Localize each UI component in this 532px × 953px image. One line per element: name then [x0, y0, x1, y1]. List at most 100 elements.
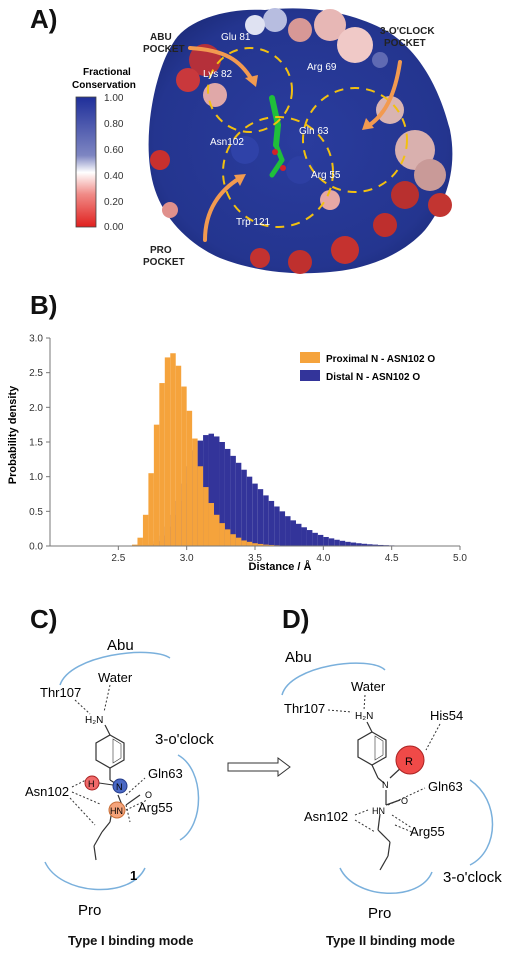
x-tick-label: 4.0 — [316, 553, 330, 564]
d-hn-atom: HN — [372, 806, 385, 816]
histogram-bar — [175, 365, 182, 546]
histogram-bar — [153, 424, 160, 546]
x-axis-label: Distance / Å — [249, 560, 312, 573]
histogram-bar — [246, 541, 253, 546]
histogram-bar — [186, 410, 193, 546]
histogram-bar — [241, 540, 247, 546]
histogram-bar — [350, 542, 357, 546]
residue-trp121: Trp 121 — [236, 217, 271, 228]
histogram-bar — [230, 455, 236, 546]
histogram-bar — [132, 544, 138, 546]
x-tick-label: 4.5 — [385, 553, 399, 564]
colorbar-tick: 0.40 — [104, 171, 124, 182]
pro-arc-c — [44, 861, 146, 891]
histogram-bar — [323, 536, 329, 546]
histogram-bar — [170, 353, 176, 546]
histogram-bar — [263, 544, 269, 546]
histogram-bar — [328, 538, 335, 546]
histogram-bar — [192, 438, 198, 546]
histogram-bar — [219, 442, 225, 546]
histogram-bar — [252, 543, 258, 546]
histogram-bar — [230, 534, 236, 546]
d-arg55: Arg55 — [410, 824, 445, 839]
colorbar-title-1: Fractional — [83, 67, 131, 78]
histogram-bar — [208, 433, 214, 546]
d-skeleton — [357, 721, 405, 871]
residue-arg55: Arg 55 — [311, 170, 341, 181]
histogram-bar — [372, 544, 378, 546]
histogram-bar — [181, 386, 187, 546]
y-tick-label: 3.0 — [29, 334, 43, 345]
histogram-bar — [356, 543, 362, 546]
d-gln63: Gln63 — [428, 779, 463, 794]
histogram-bar — [268, 544, 275, 546]
panel-a-figure: Fractional Conservation 1.00 0.80 0.60 0… — [72, 8, 453, 274]
pro-arc-d — [339, 867, 433, 894]
histogram-bar — [334, 539, 340, 546]
colorbar-tick: 0.20 — [104, 197, 124, 208]
histogram-bar — [257, 489, 264, 546]
colorbar — [75, 96, 97, 228]
histogram-chart: 2.5 3.0 3.5 4.0 4.5 5.00.00.51.01.52.02.53.0 … — [7, 334, 467, 574]
d-pro: Pro — [368, 905, 391, 922]
y-tick-label: 2.0 — [29, 403, 43, 414]
y-tick-label: 1.5 — [29, 438, 43, 449]
d-r-atom: R — [405, 756, 413, 768]
histogram-bar — [224, 448, 231, 546]
legend-label-proximal: Proximal N - ASN102 O — [326, 354, 435, 365]
colorbar-title-2: Conservation — [72, 80, 136, 91]
c-thr107: Thr107 — [40, 685, 81, 700]
chart-axes: 2.5 3.0 3.5 4.0 4.5 5.0 0.0 0.5 1.0 1.5 2.0 2.5 3.0 — [29, 334, 467, 565]
colorbar-tick: 0.60 — [104, 145, 124, 156]
clock-arc-c — [177, 754, 200, 841]
c-n-atom-marker — [112, 778, 128, 794]
clock-arc-d — [469, 779, 494, 866]
histogram-bar — [142, 514, 149, 546]
c-asn102: Asn102 — [25, 784, 69, 799]
y-axis-label: Probability density — [7, 385, 19, 484]
chart-legend: Proximal N - ASN102 O Distal N - ASN102 … — [300, 352, 435, 383]
clock-pocket-label-1: 3-O'CLOCK — [380, 26, 435, 37]
c-hn-atom: HN — [110, 806, 123, 816]
d-clock: 3-o'clock — [443, 869, 502, 886]
c-clock: 3-o'clock — [155, 731, 214, 748]
histogram-bar — [219, 523, 225, 546]
residue-lys82: Lys 82 — [203, 69, 233, 80]
x-tick-label: 3.0 — [180, 553, 194, 564]
c-h-atom: H — [88, 779, 95, 789]
d-r-group-marker — [395, 745, 425, 775]
arrow-heads — [234, 75, 374, 186]
residue-gln63: Gln 63 — [299, 126, 329, 137]
histogram-bar — [312, 532, 318, 546]
d-his54: His54 — [430, 708, 463, 723]
d-abu: Abu — [285, 649, 312, 666]
histogram-bar — [235, 537, 242, 546]
series-proximal — [132, 353, 286, 546]
panel-b-label: B) — [30, 290, 58, 320]
d-asn102: Asn102 — [304, 809, 348, 824]
c-h2n: H₂N — [85, 715, 103, 726]
c-gln63: Gln63 — [148, 766, 183, 781]
c-arg55: Arg55 — [138, 800, 173, 815]
c-compound-number: 1 — [130, 868, 137, 883]
histogram-bar — [246, 476, 253, 546]
histogram-bar — [317, 534, 324, 546]
d-o-atom: O — [401, 796, 408, 806]
x-tick-label: 2.5 — [111, 553, 125, 564]
legend-swatch-distal — [300, 370, 320, 381]
transition-arrow — [227, 757, 291, 777]
d-water: Water — [351, 679, 386, 694]
c-hn-bond — [98, 782, 114, 786]
clock-pocket-label-2: POCKET — [384, 38, 426, 49]
c-hbonds — [69, 684, 148, 826]
y-tick-label: 2.5 — [29, 368, 43, 379]
binding-mode-schemes: Abu Water Thr107 H₂N — [25, 637, 502, 922]
histogram-bar — [361, 543, 368, 546]
histogram-bar — [148, 473, 154, 546]
y-tick-label: 1.0 — [29, 472, 43, 483]
legend-swatch-proximal — [300, 352, 320, 363]
abu-pocket-label-1: ABU — [150, 32, 172, 43]
histogram-bar — [345, 541, 351, 546]
pocket-circles — [207, 47, 408, 228]
d-h2n: H₂N — [355, 711, 373, 722]
